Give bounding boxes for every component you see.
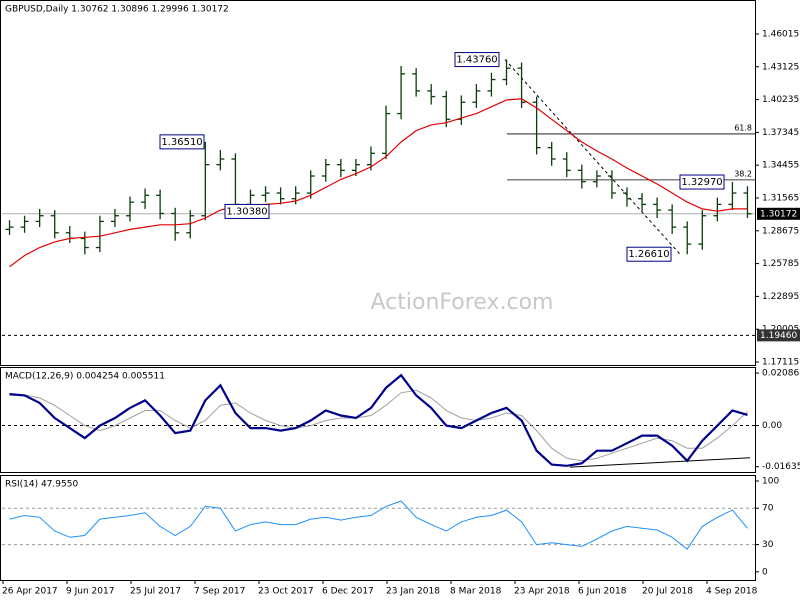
y-tick-label: 1.43125: [762, 62, 799, 72]
x-tick-label: 26 Apr 2017: [2, 587, 58, 597]
x-tick-label: 7 Sep 2017: [194, 587, 245, 597]
x-tick-label: 23 Apr 2018: [514, 587, 570, 597]
y-tick-label: 30: [762, 540, 774, 550]
x-tick-label: 25 Jul 2017: [130, 587, 181, 597]
annotation-label: 1.43760: [456, 55, 497, 66]
y-tick-label: 70: [762, 504, 774, 514]
y-tick-label: 1.31565: [762, 193, 799, 203]
annotation-box: [224, 203, 270, 219]
current-price-box: [757, 207, 800, 220]
y-tick-label: 1.22895: [762, 292, 799, 302]
x-tick-label: 6 Dec 2017: [322, 587, 374, 597]
macd-line: [9, 373, 748, 467]
current-price-label: 1.30172: [760, 209, 797, 219]
main-panel: [0, 0, 756, 366]
y-tick-label: 0: [762, 567, 768, 577]
annotation-label: 1.26610: [628, 249, 669, 260]
annotation-label: 1.30380: [226, 206, 267, 217]
support-box: [757, 329, 800, 342]
annotation-box: [454, 52, 500, 68]
y-tick-label: 0.020861: [762, 369, 800, 379]
annotation-box: [626, 246, 672, 262]
macd-panel: [0, 367, 756, 473]
y-tick-label: -0.016357: [762, 462, 800, 472]
y-tick-label: 0.00: [762, 421, 782, 431]
y-tick-label: 1.37345: [762, 128, 799, 138]
rsi-line: [9, 500, 748, 550]
support-label: 1.19460: [760, 331, 797, 341]
signal-line: [9, 389, 748, 462]
macd-title: MACD(12,26,9) 0.004254 0.005511: [5, 372, 165, 382]
watermark: ActionForex.com: [371, 290, 554, 315]
swing-line: [504, 59, 681, 255]
x-tick-label: 23 Jan 2018: [386, 587, 440, 597]
annotation-box: [679, 174, 725, 190]
annotation-label: 1.36510: [161, 137, 202, 148]
rsi-title: RSI(14) 47.9550: [5, 480, 78, 490]
y-tick-label: 1.17115: [762, 357, 799, 367]
x-tick-label: 8 Mar 2018: [450, 587, 502, 597]
y-tick-label: 1.25785: [762, 259, 799, 269]
y-tick-label: 1.34455: [762, 161, 799, 171]
y-tick-label: 1.28675: [762, 226, 799, 236]
moving-average: [9, 98, 748, 268]
x-tick-label: 9 Jun 2017: [66, 587, 114, 597]
x-tick-label: 4 Sep 2018: [706, 587, 758, 597]
x-tick-label: 20 Jul 2018: [642, 587, 693, 597]
annotation-box: [159, 134, 205, 150]
y-tick-label: 1.46015: [762, 29, 799, 39]
y-tick-label: 100: [762, 476, 779, 486]
fib-label: 38.2: [734, 169, 752, 178]
macd-trendline: [569, 457, 751, 468]
chart-title: GBPUSD,Daily 1.30762 1.30896 1.29996 1.3…: [5, 5, 229, 15]
x-tick-label: 23 Oct 2017: [258, 587, 314, 597]
x-tick-label: 6 Jun 2018: [578, 587, 627, 597]
annotation-label: 1.32970: [681, 177, 722, 188]
y-tick-label: 1.40235: [762, 95, 799, 105]
rsi-panel: [0, 475, 756, 581]
fib-label: 61.8: [734, 123, 752, 132]
